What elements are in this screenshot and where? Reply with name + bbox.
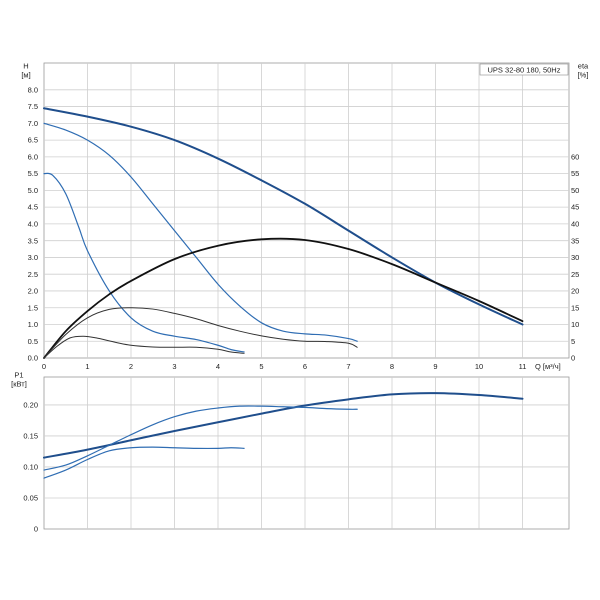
power-curve-1 (43, 405, 358, 471)
y-tick-label: 4.5 (28, 203, 38, 212)
y2-tick-label: 40 (571, 220, 579, 229)
x-tick-label: 1 (85, 362, 89, 371)
y-tick-label: 7.5 (28, 102, 38, 111)
x-tick-label: 2 (129, 362, 133, 371)
y-tick-label: 4.0 (28, 220, 38, 229)
y-tick-label: 8.0 (28, 85, 38, 94)
y-tick-label: 3.5 (28, 236, 38, 245)
x-tick-label: 5 (259, 362, 263, 371)
head-chart-ticks: 0 1 2 3 4 5 6 7 8 9 10 110.00.51.01.52.02.53.03.54.… (28, 85, 580, 371)
y-axis-label: H (23, 62, 28, 71)
y-tick-label: 7.0 (28, 119, 38, 128)
head-chart-series (43, 107, 524, 359)
chart-title: UPS 32-80 180, 50Hz (488, 66, 561, 75)
power-curve-0 (43, 392, 524, 459)
head-chart-grid (44, 63, 569, 358)
x-tick-label: 6 (303, 362, 307, 371)
power-tick-label: 0.20 (23, 401, 38, 410)
y2-tick-label: 15 (571, 303, 579, 312)
y2-tick-label: 5 (571, 337, 575, 346)
power-chart-frame (43, 376, 570, 530)
power-chart-series (43, 392, 524, 479)
efficiency-curve-3 (43, 237, 524, 359)
x-tick-label: 9 (433, 362, 437, 371)
power-tick-label: 0 (34, 525, 38, 534)
y2-tick-label: 45 (571, 203, 579, 212)
y2-tick-label: 60 (571, 152, 579, 161)
y-tick-label: 5.0 (28, 186, 38, 195)
x-axis-label: Q [м³/ч] (535, 362, 561, 371)
y-tick-label: 0.5 (28, 337, 38, 346)
y2-tick-label: 20 (571, 287, 579, 296)
y2-tick-label: 35 (571, 236, 579, 245)
x-tick-label: 11 (519, 362, 527, 371)
y-tick-label: 1.5 (28, 303, 38, 312)
y2-tick-label: 30 (571, 253, 579, 262)
y-tick-label: 6.5 (28, 136, 38, 145)
y-tick-label: 3.0 (28, 253, 38, 262)
y-tick-label: 2.0 (28, 287, 38, 296)
y2-tick-label: 50 (571, 186, 579, 195)
x-tick-label: 4 (216, 362, 220, 371)
power-axis-unit: [кВт] (11, 380, 27, 389)
head-chart-frame (43, 62, 570, 359)
efficiency-curve-4 (43, 307, 358, 359)
power-tick-label: 0.15 (23, 432, 38, 441)
y-tick-label: 5.5 (28, 169, 38, 178)
y2-tick-label: 10 (571, 320, 579, 329)
chart-title-box (479, 63, 569, 76)
y2-axis-label: eta (578, 62, 589, 71)
power-chart-grid (44, 377, 569, 529)
power-axis-label: P1 (14, 371, 23, 380)
y2-tick-label: 55 (571, 169, 579, 178)
x-tick-label: 7 (346, 362, 350, 371)
x-tick-label: 8 (390, 362, 394, 371)
power-curve-2 (43, 446, 245, 479)
y-axis-unit: [м] (21, 71, 30, 80)
x-tick-label: 3 (172, 362, 176, 371)
power-tick-label: 0.10 (23, 463, 38, 472)
x-tick-label: 0 (42, 362, 46, 371)
y-tick-label: 0.0 (28, 354, 38, 363)
head-curve-1 (43, 122, 358, 342)
efficiency-curve-5 (43, 335, 245, 359)
y2-tick-label: 25 (571, 270, 579, 279)
power-tick-label: 0.05 (23, 494, 38, 503)
y2-axis-unit: [%] (578, 71, 589, 80)
y-tick-label: 2.5 (28, 270, 38, 279)
y-tick-label: 1.0 (28, 320, 38, 329)
x-tick-label: 10 (475, 362, 483, 371)
y2-tick-label: 0 (571, 354, 575, 363)
y-tick-label: 6.0 (28, 152, 38, 161)
head-curve-0 (43, 107, 524, 326)
head-curve-2 (43, 172, 245, 353)
power-chart-ticks: 0 0.05 0.10 0.15 0.20 (23, 401, 38, 534)
